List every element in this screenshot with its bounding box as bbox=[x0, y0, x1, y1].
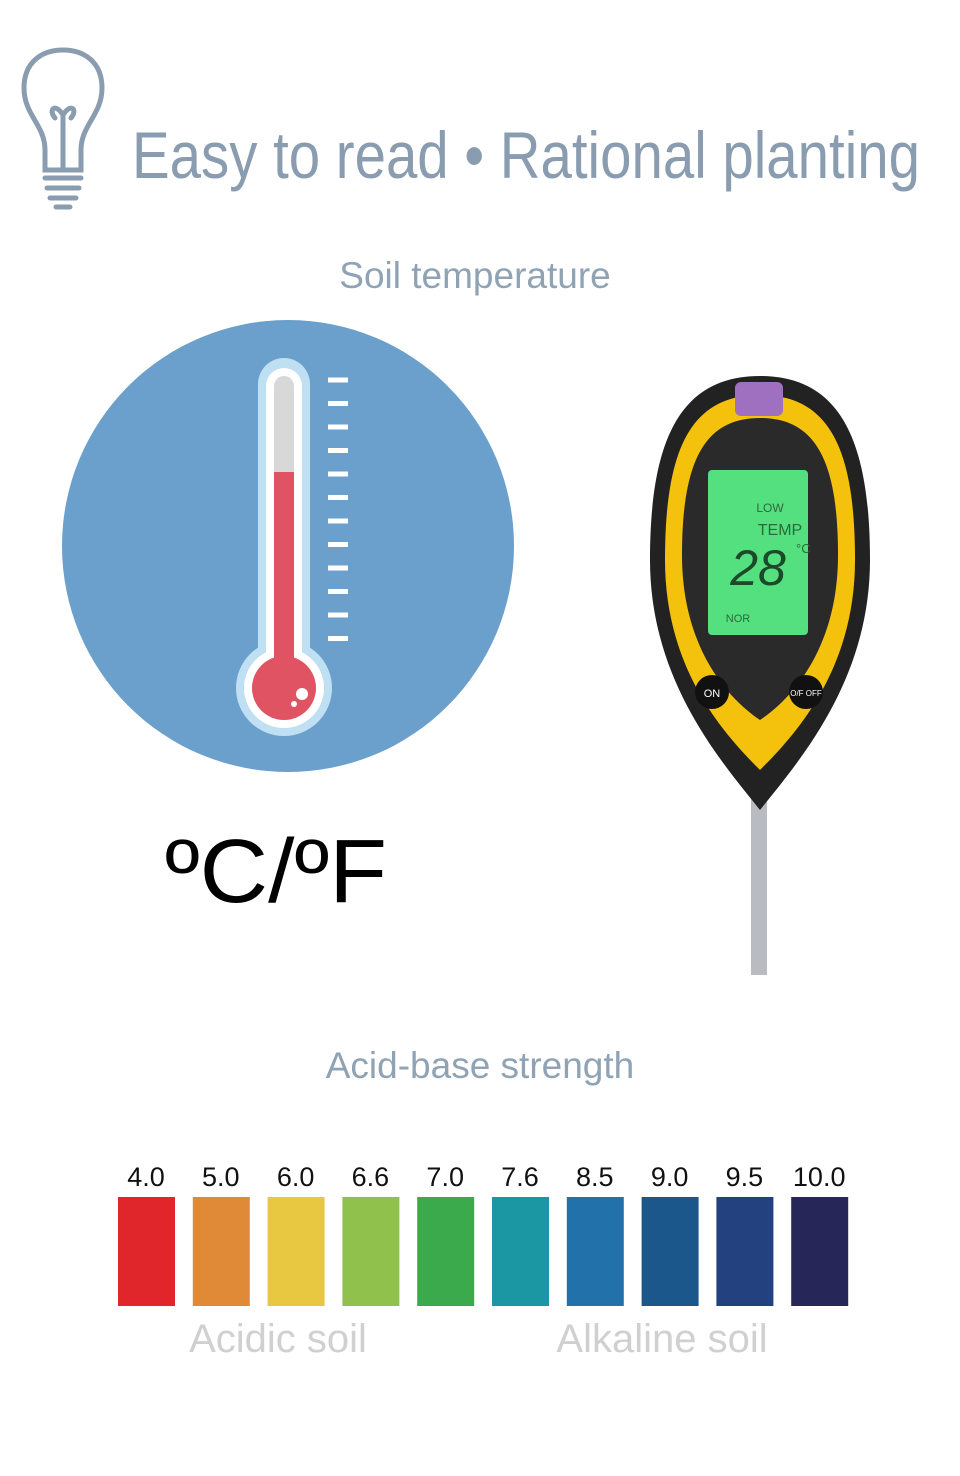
meter-button-right: O/F OFF bbox=[790, 689, 822, 698]
ph-swatch bbox=[641, 1197, 699, 1306]
meter-reading: 28 bbox=[729, 540, 786, 596]
meter-mode: TEMP bbox=[758, 522, 802, 539]
thermometer-illustration bbox=[62, 320, 514, 772]
ph-swatch bbox=[417, 1197, 475, 1306]
ph-label: 6.6 bbox=[352, 1162, 390, 1192]
ph-label: 7.6 bbox=[501, 1162, 539, 1192]
section-title: Soil temperature bbox=[339, 255, 610, 296]
ph-label: 6.0 bbox=[277, 1162, 315, 1192]
page-title: Easy to read • Rational planting bbox=[132, 118, 920, 192]
meter-button-left: ON bbox=[704, 688, 721, 700]
ph-label: 9.0 bbox=[651, 1162, 689, 1192]
ph-scale: 4.0 5.0 6.0 6.6 7.0 7.6 8.5 9.0 9.5 10.0 bbox=[118, 1162, 849, 1306]
ph-label: 5.0 bbox=[202, 1162, 240, 1192]
ph-label: 4.0 bbox=[127, 1162, 165, 1192]
ph-swatch bbox=[118, 1197, 175, 1306]
ph-swatch bbox=[192, 1197, 250, 1306]
bulb-icon bbox=[21, 47, 105, 210]
unit-label: ºC/ºF bbox=[165, 822, 387, 922]
alkaline-label: Alkaline soil bbox=[556, 1317, 767, 1361]
ph-swatch bbox=[566, 1197, 624, 1306]
ph-label: 10.0 bbox=[793, 1162, 846, 1192]
ph-label: 8.5 bbox=[576, 1162, 614, 1192]
ph-swatch bbox=[267, 1197, 325, 1306]
ph-swatch bbox=[791, 1197, 849, 1306]
meter-mode-bottom: NOR bbox=[726, 613, 751, 625]
ph-swatch bbox=[716, 1197, 774, 1306]
meter-mode-top: LOW bbox=[756, 501, 784, 515]
ph-label: 7.0 bbox=[426, 1162, 464, 1192]
acidic-label: Acidic soil bbox=[189, 1317, 367, 1361]
meter-reading-unit: °C bbox=[796, 541, 811, 556]
ph-label: 9.5 bbox=[726, 1162, 764, 1192]
section-title: Acid-base strength bbox=[326, 1045, 635, 1086]
ph-swatch bbox=[492, 1197, 549, 1306]
ph-swatch bbox=[342, 1197, 400, 1306]
soil-meter: LOW TEMP 28 °C NOR ON O/F OFF bbox=[650, 376, 870, 975]
